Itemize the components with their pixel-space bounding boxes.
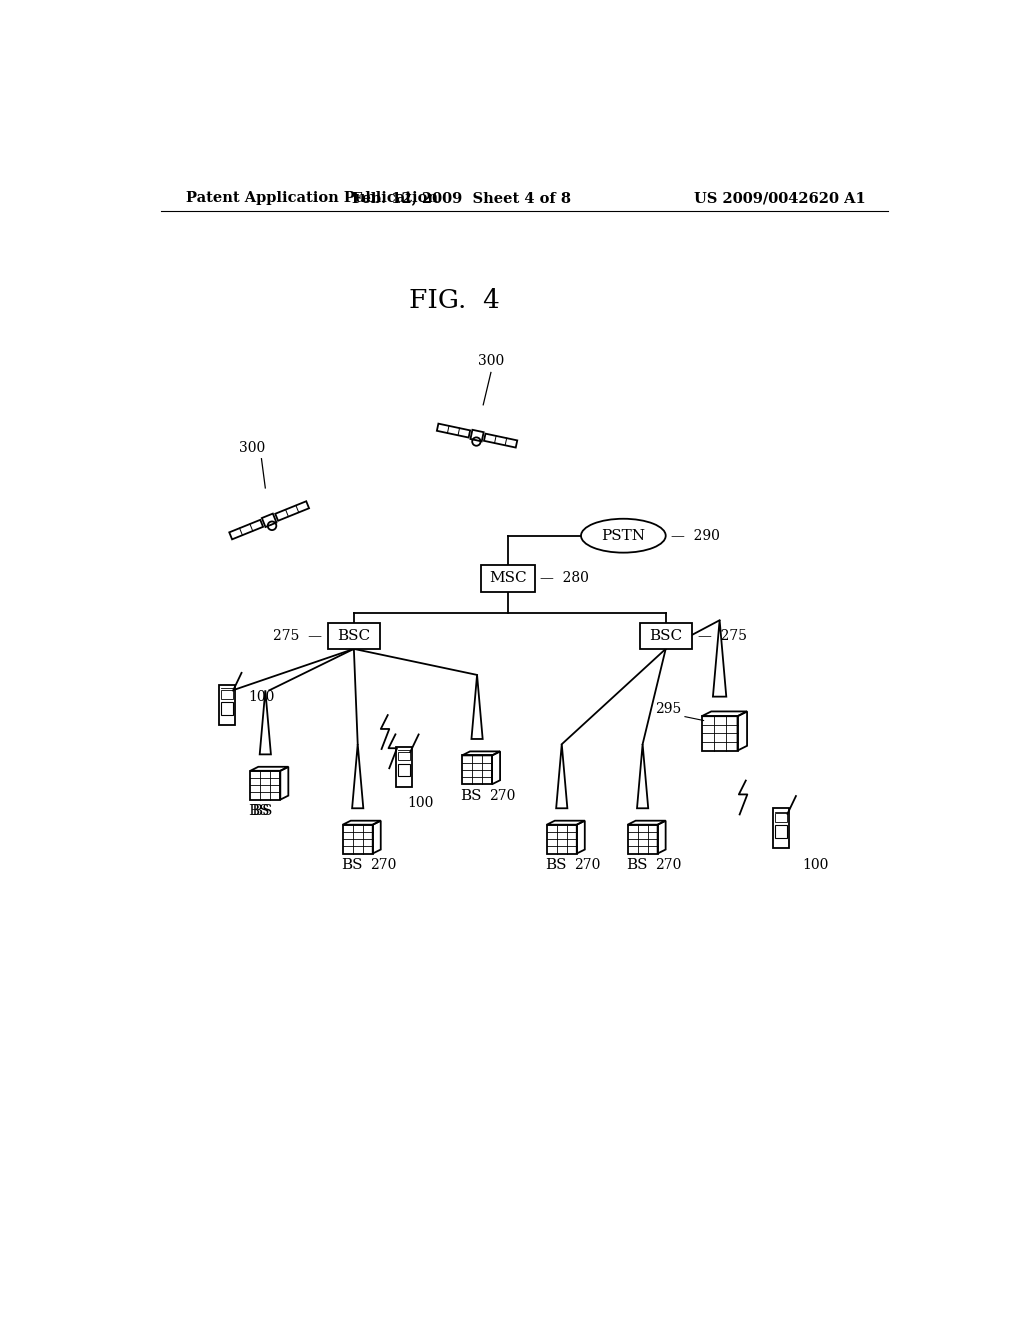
- Text: 270: 270: [370, 858, 396, 873]
- Text: 300: 300: [478, 354, 504, 368]
- Bar: [396, 747, 412, 787]
- Text: BSC: BSC: [649, 628, 682, 643]
- Text: BS: BS: [341, 858, 362, 873]
- Text: 270: 270: [655, 858, 681, 873]
- Text: MSC: MSC: [489, 572, 526, 585]
- Text: —  290: — 290: [671, 529, 720, 543]
- Bar: [462, 755, 493, 784]
- Bar: [481, 565, 535, 591]
- Text: —  280: — 280: [541, 572, 589, 585]
- Bar: [343, 825, 373, 854]
- Text: BS: BS: [545, 858, 566, 873]
- Text: US 2009/0042620 A1: US 2009/0042620 A1: [694, 191, 866, 206]
- Bar: [773, 808, 790, 849]
- Text: 100: 100: [408, 796, 434, 810]
- Text: BS: BS: [249, 804, 270, 818]
- Text: 100: 100: [803, 858, 829, 871]
- Text: FIG.  4: FIG. 4: [409, 288, 500, 313]
- Text: BSC: BSC: [337, 628, 371, 643]
- Text: BS: BS: [460, 789, 481, 803]
- Bar: [640, 623, 692, 649]
- Bar: [547, 825, 577, 854]
- Text: BS: BS: [251, 804, 272, 818]
- Text: 275  —: 275 —: [272, 628, 322, 643]
- Bar: [628, 825, 657, 854]
- Bar: [221, 690, 232, 698]
- Bar: [219, 685, 234, 725]
- Text: Feb. 12, 2009  Sheet 4 of 8: Feb. 12, 2009 Sheet 4 of 8: [352, 191, 571, 206]
- Text: 300: 300: [239, 441, 265, 455]
- Text: 270: 270: [489, 789, 516, 803]
- Text: 295: 295: [655, 702, 681, 715]
- Bar: [775, 813, 787, 822]
- Text: Patent Application Publication: Patent Application Publication: [186, 191, 438, 206]
- Text: 100: 100: [249, 690, 274, 705]
- Ellipse shape: [581, 519, 666, 553]
- Text: PSTN: PSTN: [601, 529, 645, 543]
- Bar: [398, 763, 410, 776]
- Text: BS: BS: [626, 858, 647, 873]
- Bar: [775, 825, 787, 838]
- Bar: [250, 771, 281, 800]
- Bar: [701, 717, 737, 751]
- Text: 270: 270: [574, 858, 600, 873]
- Text: —  275: — 275: [698, 628, 748, 643]
- Bar: [221, 702, 232, 714]
- Bar: [328, 623, 380, 649]
- Bar: [398, 751, 410, 760]
